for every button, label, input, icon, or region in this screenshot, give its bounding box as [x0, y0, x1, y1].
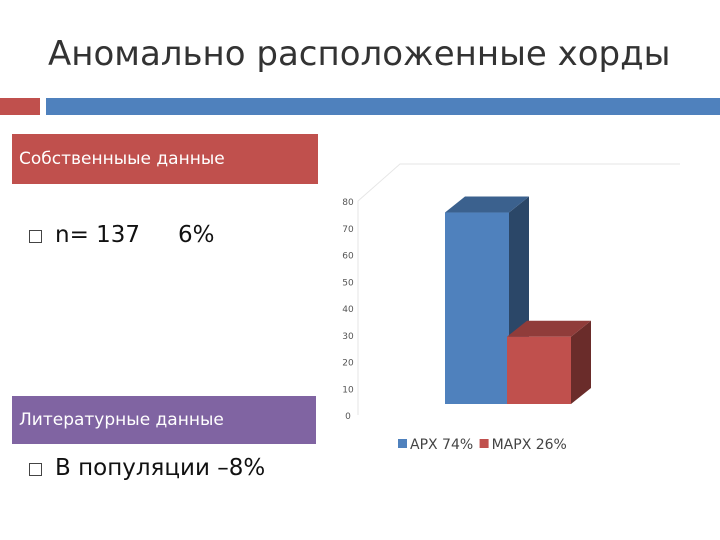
- y-tick-label: 70: [342, 225, 354, 235]
- legend-label: МАРХ 26%: [492, 437, 567, 453]
- title-rule-red: [0, 98, 40, 115]
- literature-header: Литературные данные: [12, 396, 316, 444]
- y-tick-label: 0: [345, 412, 351, 422]
- chart-back-wall: [357, 163, 680, 415]
- legend-swatch: [479, 439, 489, 448]
- bar: [507, 336, 571, 404]
- bar-side: [571, 320, 591, 404]
- bar-top: [507, 320, 591, 337]
- y-tick-label: 80: [342, 198, 354, 208]
- own-percentage: 6%: [178, 222, 215, 248]
- own-data-header-label: Собственныые данные: [19, 149, 225, 169]
- literature-header-label: Литературные данные: [19, 410, 224, 430]
- sample-size: n= 137: [55, 222, 141, 248]
- own-data-header: Собственныые данные: [12, 134, 318, 184]
- bar-top: [445, 196, 529, 213]
- bullet-icon: [29, 463, 42, 476]
- bullet-icon: [29, 230, 42, 243]
- title-rule-blue: [46, 98, 720, 115]
- y-tick-label: 60: [342, 252, 354, 262]
- y-tick-label: 20: [342, 359, 354, 369]
- y-tick-label: 30: [342, 332, 354, 342]
- population-stat: В популяции –8%: [55, 455, 266, 481]
- slide-title: Аномально расположенные хорды: [48, 34, 671, 74]
- y-tick-label: 40: [342, 305, 354, 315]
- bar-chart: 0 10 20 30 40 50 60 70 80 АРХ 74% МАРХ 26%: [342, 163, 680, 453]
- legend-swatch: [398, 439, 407, 448]
- y-tick-label: 10: [342, 385, 354, 395]
- bar: [445, 212, 509, 404]
- legend-label: АРХ 74%: [410, 437, 473, 453]
- y-tick-label: 50: [342, 278, 354, 288]
